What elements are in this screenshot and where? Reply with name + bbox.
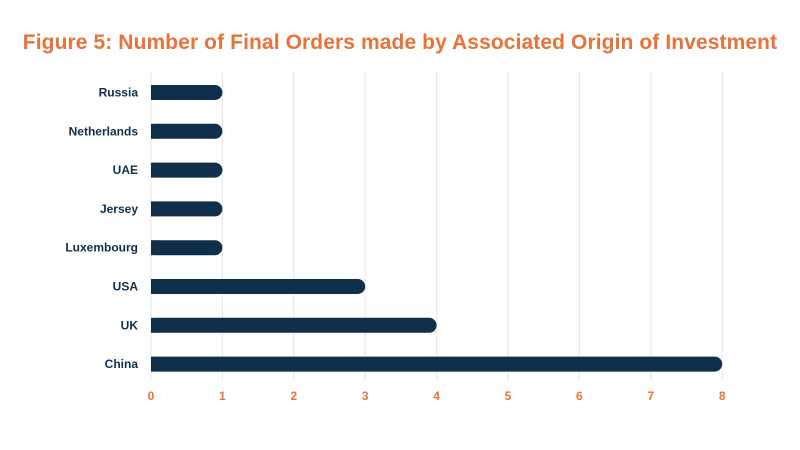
category-label: Russia: [99, 86, 139, 100]
category-label: Netherlands: [69, 124, 139, 138]
x-tick-label: 1: [219, 389, 226, 403]
x-tick-labels: 0 1 2 3 4 5 6 7 8: [148, 389, 726, 403]
category-label: Jersey: [100, 202, 138, 216]
x-tick-label: 8: [719, 389, 726, 403]
bar-luxembourg: [151, 240, 223, 256]
category-label: UK: [121, 318, 139, 332]
bar-left-cap: [151, 123, 159, 139]
bar-left-cap: [151, 356, 159, 372]
bar-jersey: [151, 201, 223, 217]
bar-left-cap: [151, 201, 159, 217]
category-label: Luxembourg: [65, 241, 138, 255]
bar-china: [151, 356, 723, 372]
x-tick-label: 2: [290, 389, 297, 403]
grid-lines: [150, 72, 723, 380]
bar-usa: [151, 279, 366, 294]
bar-left-cap: [151, 162, 159, 178]
category-labels: Russia Netherlands UAE Jersey Luxembourg USA U…: [65, 86, 138, 372]
chart-title: Figure 5: Number of Final Orders made by…: [22, 31, 778, 54]
x-tick-label: 3: [362, 389, 369, 403]
bars: [151, 85, 723, 372]
bar-left-cap: [151, 240, 159, 256]
bar-netherlands: [151, 123, 223, 139]
bar-left-cap: [151, 317, 159, 333]
x-tick-label: 6: [576, 389, 583, 403]
category-label: UAE: [113, 163, 138, 177]
category-label: USA: [113, 280, 139, 294]
bar-left-cap: [151, 85, 159, 100]
bar-russia: [151, 85, 223, 100]
bar-uae: [151, 162, 223, 178]
category-label: China: [105, 357, 139, 371]
x-tick-label: 0: [148, 389, 155, 403]
x-tick-label: 4: [433, 389, 440, 403]
x-tick-label: 5: [505, 389, 512, 403]
x-tick-label: 7: [647, 389, 654, 403]
bar-left-cap: [151, 279, 159, 294]
bar-uk: [151, 317, 437, 333]
